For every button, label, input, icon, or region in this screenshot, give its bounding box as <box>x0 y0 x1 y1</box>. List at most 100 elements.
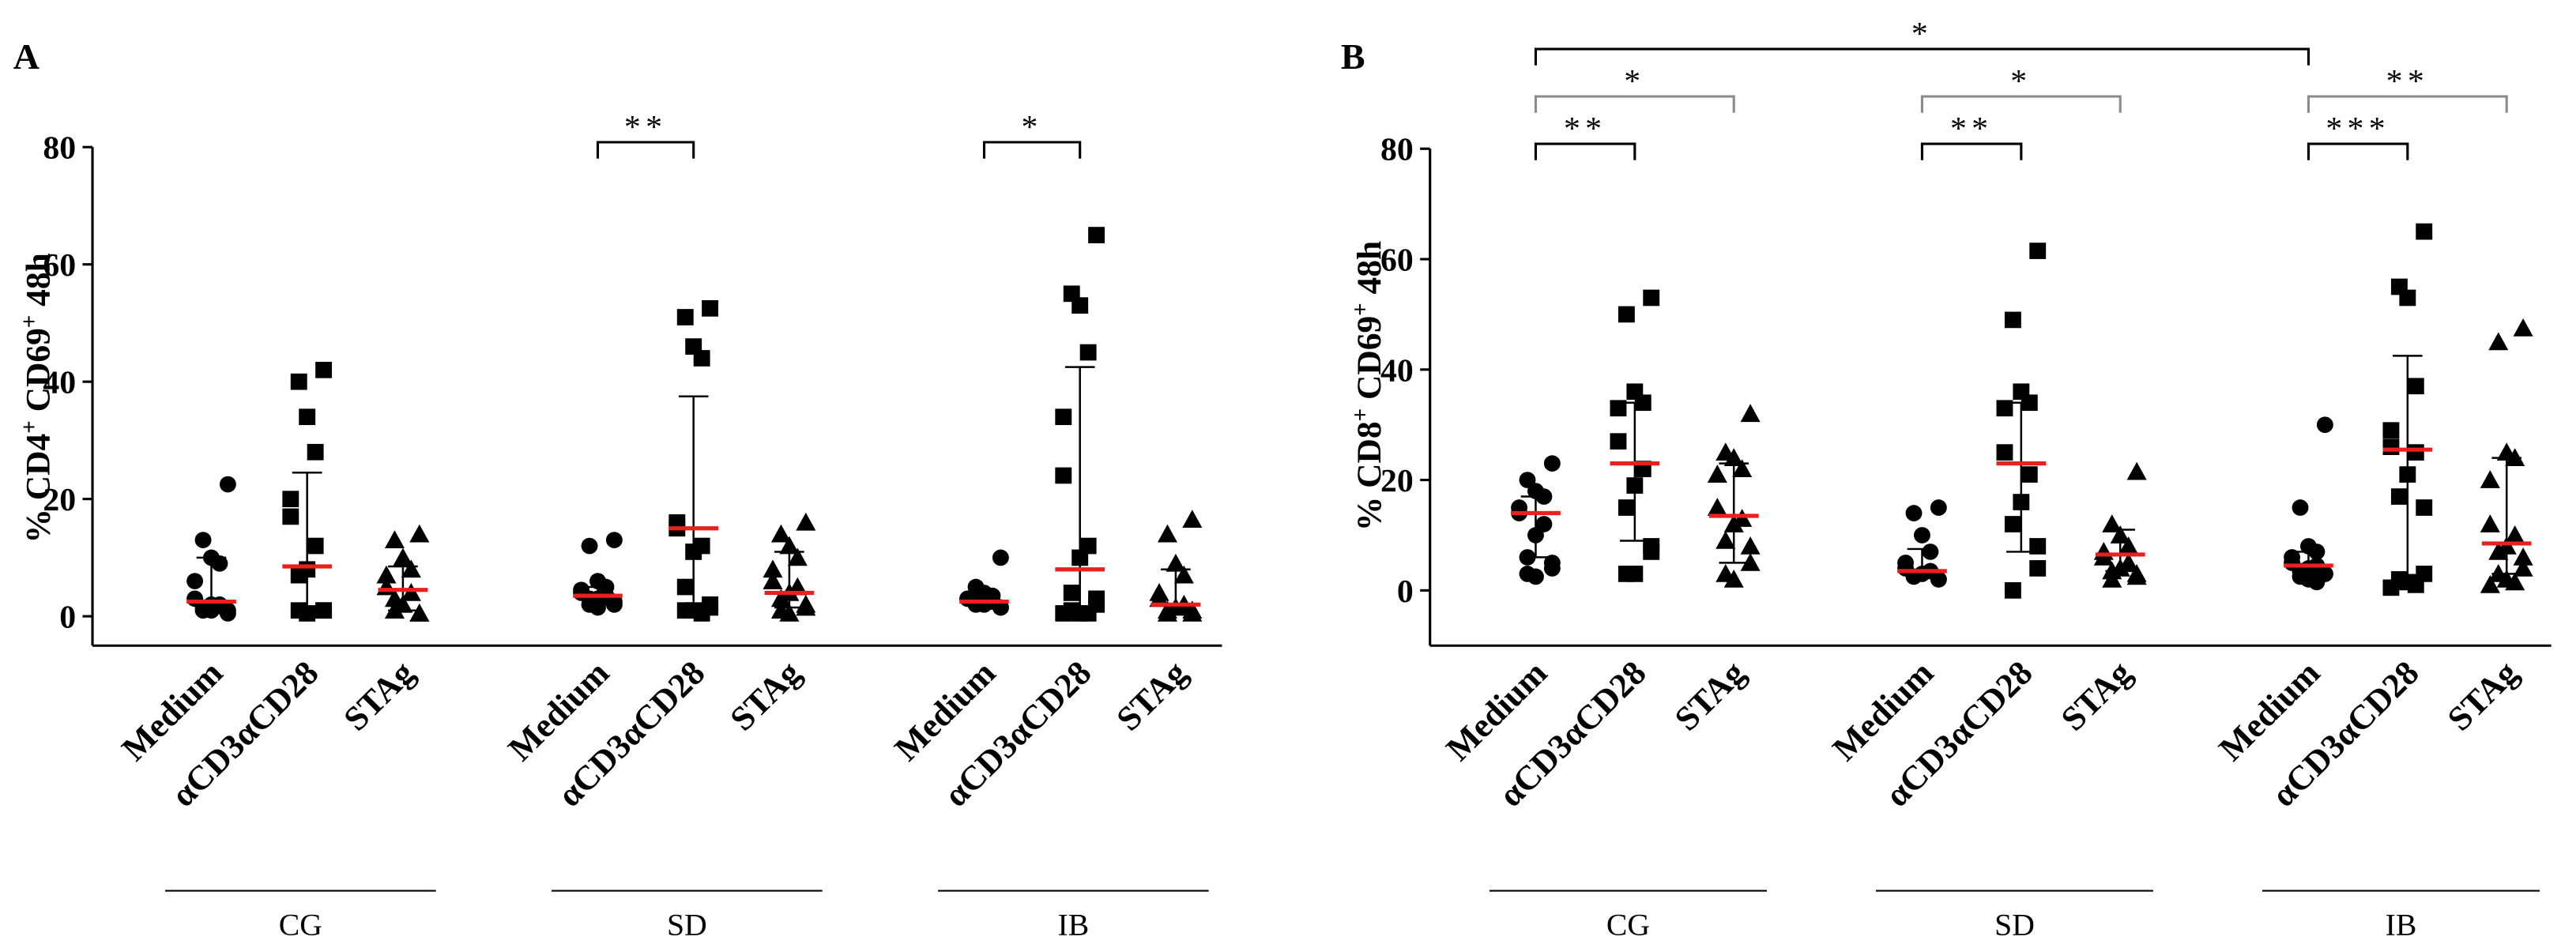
point <box>1740 404 1761 423</box>
significance-label: *** <box>2326 110 2390 146</box>
point <box>1543 455 1561 472</box>
point <box>1055 408 1072 426</box>
y-tick-label: 80 <box>1380 131 1414 167</box>
significance-bracket <box>1534 47 2310 66</box>
point <box>1723 569 1744 588</box>
y-tick-label: 60 <box>43 246 76 283</box>
point <box>1715 531 1736 549</box>
significance-label: * <box>1022 108 1043 145</box>
point <box>2110 525 2130 544</box>
point <box>393 547 413 566</box>
point <box>1996 400 2013 417</box>
y-tick-label: 40 <box>1380 352 1414 388</box>
point <box>2102 514 2122 532</box>
point <box>1055 605 1072 622</box>
significance-label: * <box>1911 15 1933 51</box>
y-axis-label: % CD8+ CD69+ 48h <box>1348 241 1388 531</box>
category-label: STAg <box>2054 654 2139 739</box>
point <box>1930 571 1947 588</box>
point <box>2102 569 2122 588</box>
point <box>676 578 694 596</box>
point <box>1182 510 1203 528</box>
point <box>299 408 316 426</box>
group-label: SD <box>1994 908 2035 942</box>
y-axis-label-part: 48h <box>1350 241 1388 303</box>
point <box>2021 466 2038 483</box>
point <box>605 532 623 548</box>
point <box>2407 378 2424 395</box>
point <box>1723 448 1744 466</box>
point <box>2416 223 2433 240</box>
point <box>1519 549 1536 566</box>
point <box>2004 582 2021 599</box>
point <box>384 589 405 608</box>
point <box>307 537 324 555</box>
y-tick-label: 80 <box>43 130 76 166</box>
group-label: CG <box>279 908 322 942</box>
point <box>203 596 220 613</box>
group-label: IB <box>2386 908 2417 942</box>
point <box>770 524 791 543</box>
point <box>1723 514 1744 532</box>
point <box>1618 306 1635 323</box>
panel-label: A <box>13 36 40 77</box>
point <box>384 530 405 548</box>
point <box>2399 289 2416 307</box>
point <box>2004 311 2021 329</box>
point <box>967 596 985 613</box>
point <box>1079 344 1097 361</box>
point <box>2480 470 2500 488</box>
point <box>770 589 791 608</box>
point <box>2029 560 2047 577</box>
point <box>2488 332 2509 351</box>
group-label: SD <box>667 908 707 942</box>
point <box>1643 544 1660 560</box>
point <box>1535 488 1553 505</box>
point <box>1643 289 1660 307</box>
point <box>589 599 606 616</box>
significance-label: ** <box>1564 110 1606 146</box>
point <box>2021 394 2038 412</box>
significance-bracket <box>2307 142 2409 160</box>
y-tick-label: 0 <box>1397 573 1414 609</box>
point <box>186 573 204 589</box>
y-axis-label-part: + <box>17 315 42 329</box>
y-axis-label-part: + <box>17 420 42 434</box>
point <box>1626 566 1644 582</box>
point <box>2316 416 2333 434</box>
point <box>1930 499 1947 516</box>
point <box>409 524 430 543</box>
point <box>1527 568 1544 585</box>
y-tick-label: 20 <box>43 481 76 517</box>
point <box>1088 227 1105 243</box>
point <box>1618 499 1635 516</box>
significance-label: ** <box>2386 62 2429 99</box>
point <box>2505 448 2525 466</box>
point <box>702 300 719 317</box>
point <box>2382 579 2400 596</box>
point <box>1922 544 1939 560</box>
point <box>1079 605 1097 622</box>
point <box>1914 527 1930 544</box>
point <box>2505 572 2525 591</box>
point <box>605 596 623 613</box>
point <box>1071 549 1089 566</box>
point <box>299 605 316 622</box>
point <box>384 600 405 619</box>
point <box>763 559 783 578</box>
point <box>2488 542 2509 560</box>
point <box>315 361 333 378</box>
y-axis-label: % CD4+ CD69+ 48h <box>17 253 57 543</box>
point <box>2513 547 2533 566</box>
point <box>1182 603 1203 622</box>
point <box>2480 574 2500 593</box>
point <box>1173 565 1194 584</box>
point <box>1610 400 1627 417</box>
significance-bracket <box>1534 95 1735 113</box>
point <box>211 555 228 572</box>
point <box>1527 527 1544 544</box>
point <box>1740 553 1761 571</box>
point <box>2513 318 2533 337</box>
point <box>693 605 710 622</box>
point <box>409 603 430 622</box>
